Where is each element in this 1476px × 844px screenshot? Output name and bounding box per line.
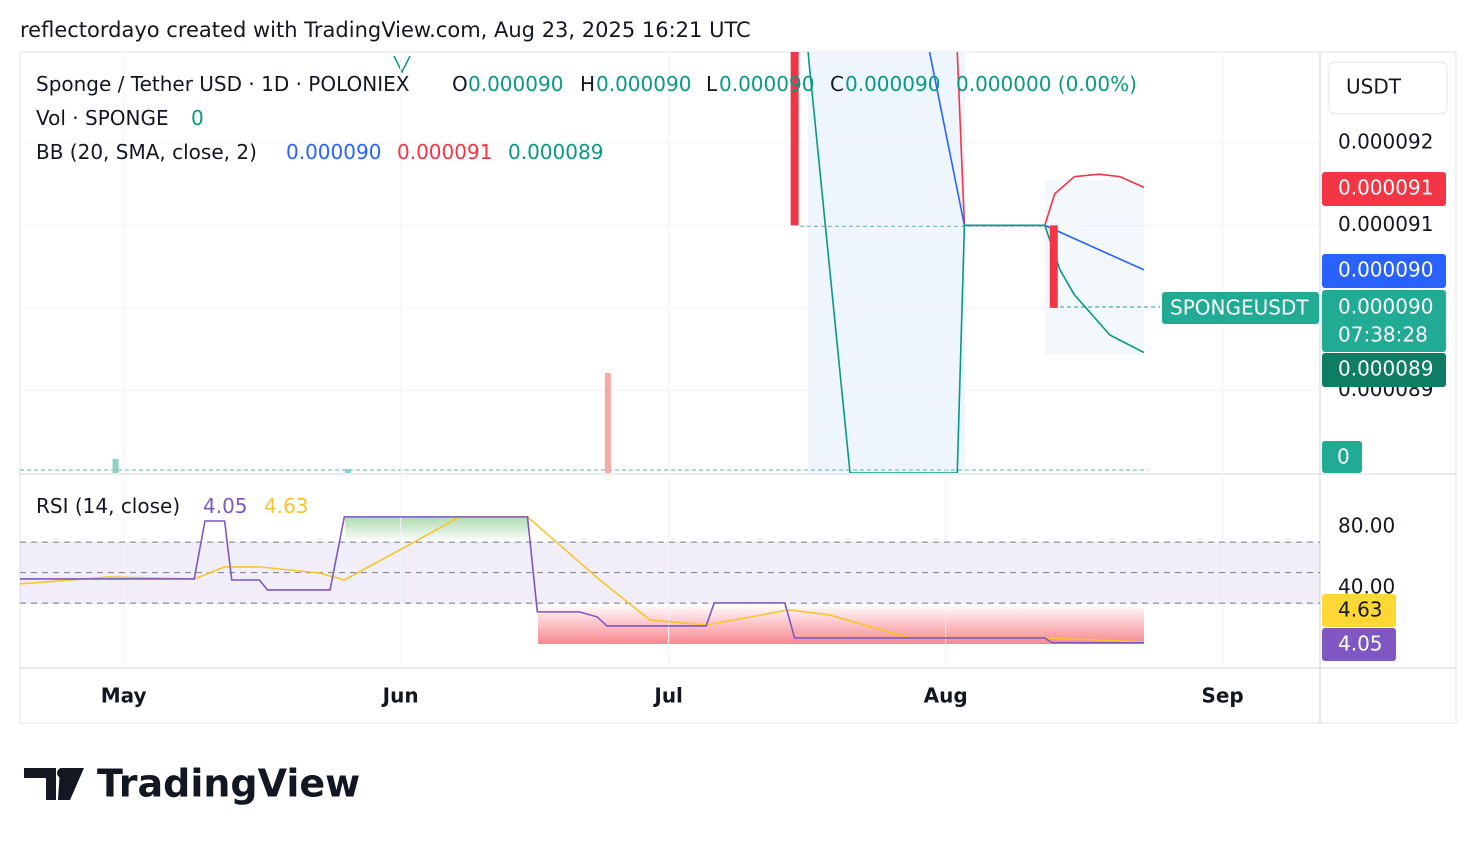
bb-fill [1045, 180, 1144, 355]
x-tick-label: Aug [924, 684, 968, 708]
price-plot [112, 52, 1145, 473]
volume-bar [112, 459, 119, 473]
ma-value: 4.63 [264, 494, 309, 518]
rsi-value: 4.05 [203, 494, 248, 518]
pill [1322, 290, 1446, 352]
y-tick-label: 0.000091 [1338, 212, 1433, 236]
bb-upper: 0.000091 [397, 140, 492, 164]
last-price-pill: 0.000090 [1338, 295, 1433, 319]
brand: TradingView [97, 762, 360, 806]
o-label: O [452, 72, 468, 96]
o-value: 0.000090 [468, 72, 563, 96]
x-tick-label: May [101, 684, 147, 708]
bb-fill [808, 52, 965, 473]
y-tick-label: 80.00 [1338, 513, 1395, 537]
pill [1322, 441, 1362, 473]
h-value: 0.000090 [596, 72, 691, 96]
volume-bar [604, 373, 611, 473]
pill [1162, 292, 1319, 324]
bb-basis-pill: 0.000090 [1338, 258, 1433, 282]
pill [1322, 628, 1396, 661]
h-label: H [580, 72, 595, 96]
candle-body [790, 52, 799, 226]
bb-upper-pill: 0.000091 [1338, 176, 1433, 200]
rsi-label: RSI (14, close) [36, 494, 180, 518]
x-tick-label: Jun [381, 684, 419, 708]
legend-line: Vol · SPONGE 0 [36, 106, 204, 130]
l-value: 0.000090 [719, 72, 814, 96]
bb-label: BB (20, SMA, close, 2) [36, 140, 257, 164]
x-tick-label: Jul [652, 684, 683, 708]
unit: USDT [1346, 75, 1402, 99]
legend-line: BB (20, SMA, close, 2) 0.000090 0.000091 0.… [36, 140, 603, 164]
pill [1322, 254, 1446, 288]
pill [1322, 594, 1396, 627]
logo: TradingView [24, 762, 360, 806]
legend-line: Sponge / Tether USD · 1D · POLONIEX O0.0… [36, 72, 1137, 96]
line [807, 52, 1145, 473]
line [20, 516, 1144, 644]
unit-box[interactable] [1328, 61, 1448, 115]
symbol-pill: SPONGEUSDT [1170, 296, 1309, 320]
bb-lower: 0.000089 [508, 140, 603, 164]
countdown: 07:38:28 [1338, 323, 1428, 347]
rsi-plot [19, 516, 1320, 644]
symbol: Sponge / Tether USD · 1D · POLONIEX [36, 72, 410, 96]
change: 0.000000 (0.00%) [956, 72, 1137, 96]
pill [1322, 353, 1446, 387]
candle-body [1049, 225, 1058, 308]
volume-pill: 0 [1337, 445, 1350, 469]
pill [1322, 172, 1446, 206]
c-value: 0.000090 [845, 72, 940, 96]
header: reflectordayo created with TradingView.c… [20, 18, 751, 42]
overlay: Sponge / Tether USD · 1D · POLONIEX O0.0… [36, 61, 1448, 661]
vol-value: 0 [191, 106, 204, 130]
bb-lower-pill: 0.000089 [1338, 357, 1433, 381]
c-label: C [830, 72, 844, 96]
volume-bar [344, 469, 351, 473]
vol-label: Vol · SPONGE [36, 106, 169, 130]
frame [19, 51, 1457, 724]
l-label: L [706, 72, 718, 96]
x-tick-label: Sep [1201, 684, 1243, 708]
ma-pill: 4.63 [1338, 598, 1383, 622]
bb-basis: 0.000090 [286, 140, 381, 164]
y-tick-label: 0.000092 [1338, 129, 1433, 153]
marker [393, 55, 411, 74]
rsi-pill: 4.05 [1338, 632, 1383, 656]
legend-line: RSI (14, close) 4.05 4.63 [36, 494, 309, 518]
